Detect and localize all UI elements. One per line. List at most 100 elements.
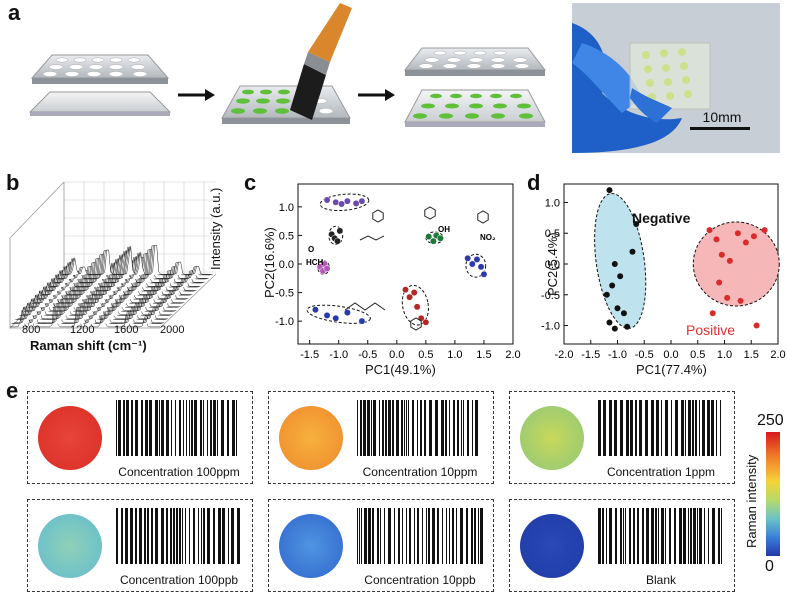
data-point xyxy=(761,227,768,234)
glutaraldehyde-molecule-icon xyxy=(344,302,386,311)
barcode-bar xyxy=(432,508,435,564)
c-xtick-label: -0.5 xyxy=(358,349,377,361)
barcode-bar xyxy=(193,508,195,564)
c-ylabel: PC2(16.6%) xyxy=(262,227,277,298)
barcode-bar xyxy=(213,508,215,564)
phenylacetaldehyde-molecule-icon xyxy=(410,317,422,331)
barcode-bar xyxy=(203,400,204,456)
stencil-over-glass-step1 xyxy=(28,54,172,116)
barcode-bar xyxy=(609,508,612,564)
d-xtick-label: -1.5 xyxy=(581,349,600,361)
d-xtick-label: -0.5 xyxy=(635,349,654,361)
b-floor xyxy=(10,273,217,329)
sample-card-blank: Blank xyxy=(509,499,735,592)
barcode-bar xyxy=(629,508,631,564)
barcode-bar xyxy=(155,508,158,564)
colorbar-label: Raman intensity xyxy=(744,454,759,548)
data-point xyxy=(413,303,421,311)
barcode-bar xyxy=(452,508,454,564)
d-ytick-label: 0.0 xyxy=(545,259,560,271)
barcode-bar xyxy=(166,508,168,564)
barcode-bar xyxy=(417,508,419,564)
data-point xyxy=(734,230,741,237)
barcode-bar xyxy=(183,400,184,456)
barcode-bar xyxy=(471,508,473,564)
barcode-bar xyxy=(227,400,229,456)
barcode-bar xyxy=(171,400,172,456)
barcode-bar xyxy=(135,400,138,456)
barcode-bar xyxy=(173,508,175,564)
data-point xyxy=(611,325,618,332)
data-point xyxy=(633,221,640,227)
positive-cluster-ellipse xyxy=(692,221,780,307)
barcode-bar xyxy=(661,400,662,456)
barcode-bar xyxy=(671,400,672,456)
barcode-bar xyxy=(186,400,187,456)
b-tick-800: 800 xyxy=(22,324,41,336)
barcode-bar xyxy=(414,508,415,564)
barcode-bar xyxy=(198,508,199,564)
barcode-bar xyxy=(665,508,666,564)
hydroxybenzaldehyde-molecule-icon xyxy=(424,206,436,220)
barcode-bar xyxy=(658,508,659,564)
data-point xyxy=(464,254,472,262)
c-xtick-label: 0.5 xyxy=(418,349,433,361)
cluster-ellipse xyxy=(319,193,370,212)
barcode-bar xyxy=(149,400,152,456)
barcode-bar xyxy=(194,400,197,456)
data-point xyxy=(742,239,749,246)
sample-card-1ppm: Concentration 1ppm xyxy=(509,391,735,484)
barcode-bar xyxy=(620,400,623,456)
data-point xyxy=(629,248,636,255)
barcode-bar xyxy=(453,400,455,456)
data-point xyxy=(606,187,613,194)
device-photo: 10mm xyxy=(572,3,780,153)
barcode-bar xyxy=(598,400,601,456)
barcode-bar xyxy=(602,508,604,564)
data-point xyxy=(332,198,340,206)
barcode-bar xyxy=(625,508,626,564)
sample-card-10ppm: Concentration 10ppm xyxy=(268,391,494,484)
barcode-bar xyxy=(228,508,229,564)
barcode-bar xyxy=(712,508,715,564)
benzaldehyde-molecule-icon xyxy=(372,209,384,223)
panel-label-d: d xyxy=(527,170,541,195)
concentration-label: Concentration 10ppm xyxy=(362,465,478,479)
barcode-bar xyxy=(478,508,479,564)
barcode-bar xyxy=(635,400,637,456)
barcode-bar xyxy=(380,508,381,564)
barcode-bar xyxy=(697,508,698,564)
barcode-bar xyxy=(161,400,164,456)
barcode-bar xyxy=(232,400,235,456)
barcode-bar xyxy=(711,400,714,456)
barcode-bar xyxy=(637,508,639,564)
d-xtick-label: -2.0 xyxy=(555,349,574,361)
barcode-bar xyxy=(623,508,624,564)
barcode-bar xyxy=(463,400,464,456)
raman-map-circle xyxy=(38,514,102,578)
negative-label: Negative xyxy=(632,210,691,226)
patterned-substrate-step3 xyxy=(403,47,547,127)
panel-label-c: c xyxy=(244,170,257,195)
barcode-bar xyxy=(683,508,686,564)
barcode-bar xyxy=(377,508,379,564)
barcode-bar xyxy=(417,400,418,456)
d-xtick-label: 2.0 xyxy=(770,349,785,361)
data-point xyxy=(620,310,627,317)
concentration-label: Blank xyxy=(645,573,677,587)
barcode-bar xyxy=(236,400,237,456)
barcode-bar xyxy=(699,400,700,456)
barcode-bar xyxy=(385,400,387,456)
arrow-icon xyxy=(178,89,215,101)
barcode-bar xyxy=(704,508,705,564)
data-point xyxy=(718,251,725,258)
raman-map-circle xyxy=(279,406,343,470)
barcode-bar xyxy=(185,508,186,564)
data-point xyxy=(611,261,618,267)
barcode-bar xyxy=(125,508,128,564)
barcode-bar xyxy=(460,508,463,564)
formaldehyde-label: HCH xyxy=(306,258,324,267)
d-xtick-label: -1.0 xyxy=(608,349,627,361)
data-point xyxy=(480,270,488,278)
sample-card-100ppb: Concentration 100ppb xyxy=(27,499,253,592)
